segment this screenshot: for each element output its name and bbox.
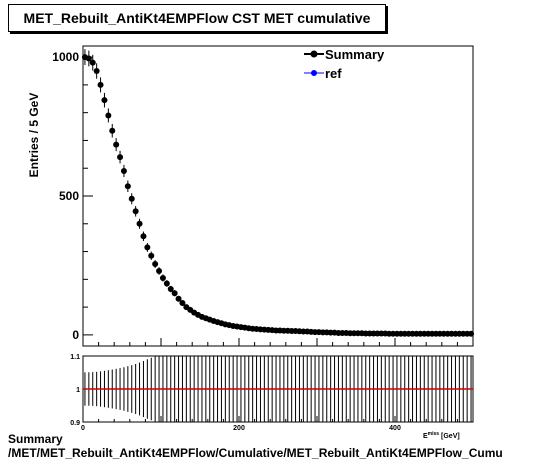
ratio-ytick-label: 0.9 [70, 420, 80, 427]
summary-point [175, 295, 182, 302]
ratio-xtick-label: 0 [81, 425, 85, 432]
summary-point [109, 123, 116, 138]
legend-ref-label: ref [325, 66, 342, 81]
summary-point [171, 290, 178, 297]
main-ytick-label: 1000 [52, 50, 79, 64]
summary-point [89, 54, 96, 71]
ratio-xtick-label: 200 [233, 425, 245, 432]
summary-point [167, 285, 174, 293]
summary-point [159, 274, 166, 282]
legend-summary-marker [310, 50, 318, 58]
ratio-ytick-label: 1 [76, 387, 80, 394]
summary-point [148, 251, 155, 260]
summary-point [124, 180, 131, 193]
summary-point [179, 299, 186, 306]
summary-point [144, 242, 151, 252]
ratio-series [83, 356, 473, 422]
summary-point [140, 231, 147, 241]
summary-point [120, 164, 127, 178]
main-ytick-label: 0 [72, 328, 79, 342]
chart-title: MET_Rebuilt_AntiKt4EMPFlow CST MET cumul… [23, 10, 371, 26]
summary-point [156, 267, 163, 275]
summary-point [117, 150, 124, 164]
summary-point [85, 50, 92, 67]
summary-point [163, 280, 170, 287]
ratio-axis-ticks: 0.9 1 1.1 0 200 400 [70, 354, 474, 432]
summary-point [105, 108, 112, 123]
summary-series [81, 49, 475, 337]
ratio-xtick-label: 400 [389, 425, 401, 432]
main-axis-ticks: 0 500 1000 [52, 50, 474, 346]
summary-point [132, 206, 139, 217]
legend-summary-label: Summary [325, 47, 385, 62]
summary-point [97, 77, 104, 93]
footer-path: /MET/MET_Rebuilt_AntiKt4EMPFlow/Cumulati… [8, 446, 503, 460]
chart-title-box: MET_Rebuilt_AntiKt4EMPFlow CST MET cumul… [8, 4, 386, 32]
ratio-ytick-label: 1.1 [70, 354, 80, 361]
main-plot-frame [82, 45, 474, 347]
summary-point [128, 193, 135, 205]
main-ytick-label: 500 [59, 189, 79, 203]
summary-point [93, 63, 100, 79]
summary-point [468, 330, 475, 337]
x-axis-label: Emiss [GeV] [423, 431, 460, 440]
summary-point [101, 92, 108, 108]
legend-ref-marker [311, 70, 317, 76]
summary-point [152, 260, 159, 269]
footer-label: Summary [8, 432, 63, 446]
summary-point [136, 218, 143, 229]
summary-point [113, 138, 120, 152]
legend: Summary ref [304, 47, 385, 81]
y-axis-label: Entries / 5 GeV [27, 93, 41, 178]
